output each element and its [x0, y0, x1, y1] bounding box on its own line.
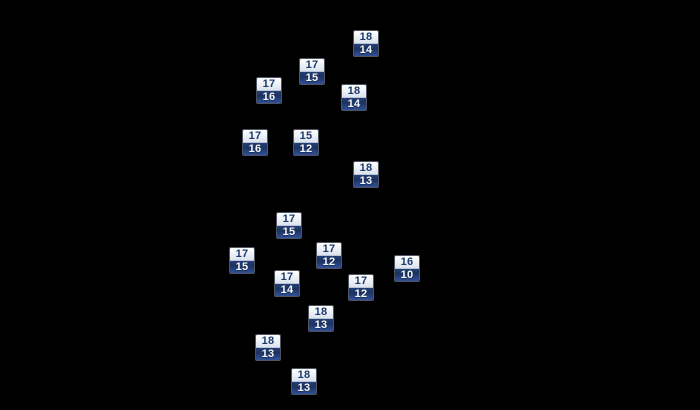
- low-temperature-label: 14: [275, 284, 299, 296]
- high-temperature-label: 18: [354, 162, 378, 175]
- temperature-badge[interactable]: 15 12: [293, 129, 319, 156]
- high-temperature-label: 17: [300, 59, 324, 72]
- temperature-badge[interactable]: 16 10: [394, 255, 420, 282]
- temperature-badge[interactable]: 18 13: [255, 334, 281, 361]
- low-temperature-label: 15: [300, 72, 324, 84]
- low-temperature-label: 12: [349, 288, 373, 300]
- low-temperature-label: 13: [309, 319, 333, 331]
- low-temperature-label: 14: [354, 44, 378, 56]
- temperature-badge[interactable]: 18 13: [308, 305, 334, 332]
- high-temperature-label: 17: [275, 271, 299, 284]
- low-temperature-label: 16: [243, 143, 267, 155]
- low-temperature-label: 12: [294, 143, 318, 155]
- temperature-badge[interactable]: 17 15: [229, 247, 255, 274]
- temperature-badge[interactable]: 18 13: [291, 368, 317, 395]
- temperature-badge[interactable]: 17 12: [316, 242, 342, 269]
- high-temperature-label: 16: [395, 256, 419, 269]
- temperature-badge[interactable]: 17 14: [274, 270, 300, 297]
- temperature-badge[interactable]: 17 12: [348, 274, 374, 301]
- low-temperature-label: 13: [354, 175, 378, 187]
- high-temperature-label: 17: [317, 243, 341, 256]
- temperature-badge[interactable]: 17 15: [299, 58, 325, 85]
- temperature-badge[interactable]: 17 16: [256, 77, 282, 104]
- high-temperature-label: 18: [256, 335, 280, 348]
- low-temperature-label: 10: [395, 269, 419, 281]
- high-temperature-label: 17: [230, 248, 254, 261]
- low-temperature-label: 13: [256, 348, 280, 360]
- low-temperature-label: 16: [257, 91, 281, 103]
- temperature-badge[interactable]: 18 13: [353, 161, 379, 188]
- temperature-badge[interactable]: 17 15: [276, 212, 302, 239]
- high-temperature-label: 18: [309, 306, 333, 319]
- low-temperature-label: 14: [342, 98, 366, 110]
- temperature-badge[interactable]: 18 14: [341, 84, 367, 111]
- high-temperature-label: 17: [277, 213, 301, 226]
- low-temperature-label: 12: [317, 256, 341, 268]
- high-temperature-label: 18: [292, 369, 316, 382]
- high-temperature-label: 17: [349, 275, 373, 288]
- high-temperature-label: 17: [243, 130, 267, 143]
- high-temperature-label: 17: [257, 78, 281, 91]
- low-temperature-label: 15: [230, 261, 254, 273]
- temperature-badge[interactable]: 18 14: [353, 30, 379, 57]
- high-temperature-label: 18: [342, 85, 366, 98]
- high-temperature-label: 15: [294, 130, 318, 143]
- high-temperature-label: 18: [354, 31, 378, 44]
- low-temperature-label: 13: [292, 382, 316, 394]
- temperature-badge[interactable]: 17 16: [242, 129, 268, 156]
- low-temperature-label: 15: [277, 226, 301, 238]
